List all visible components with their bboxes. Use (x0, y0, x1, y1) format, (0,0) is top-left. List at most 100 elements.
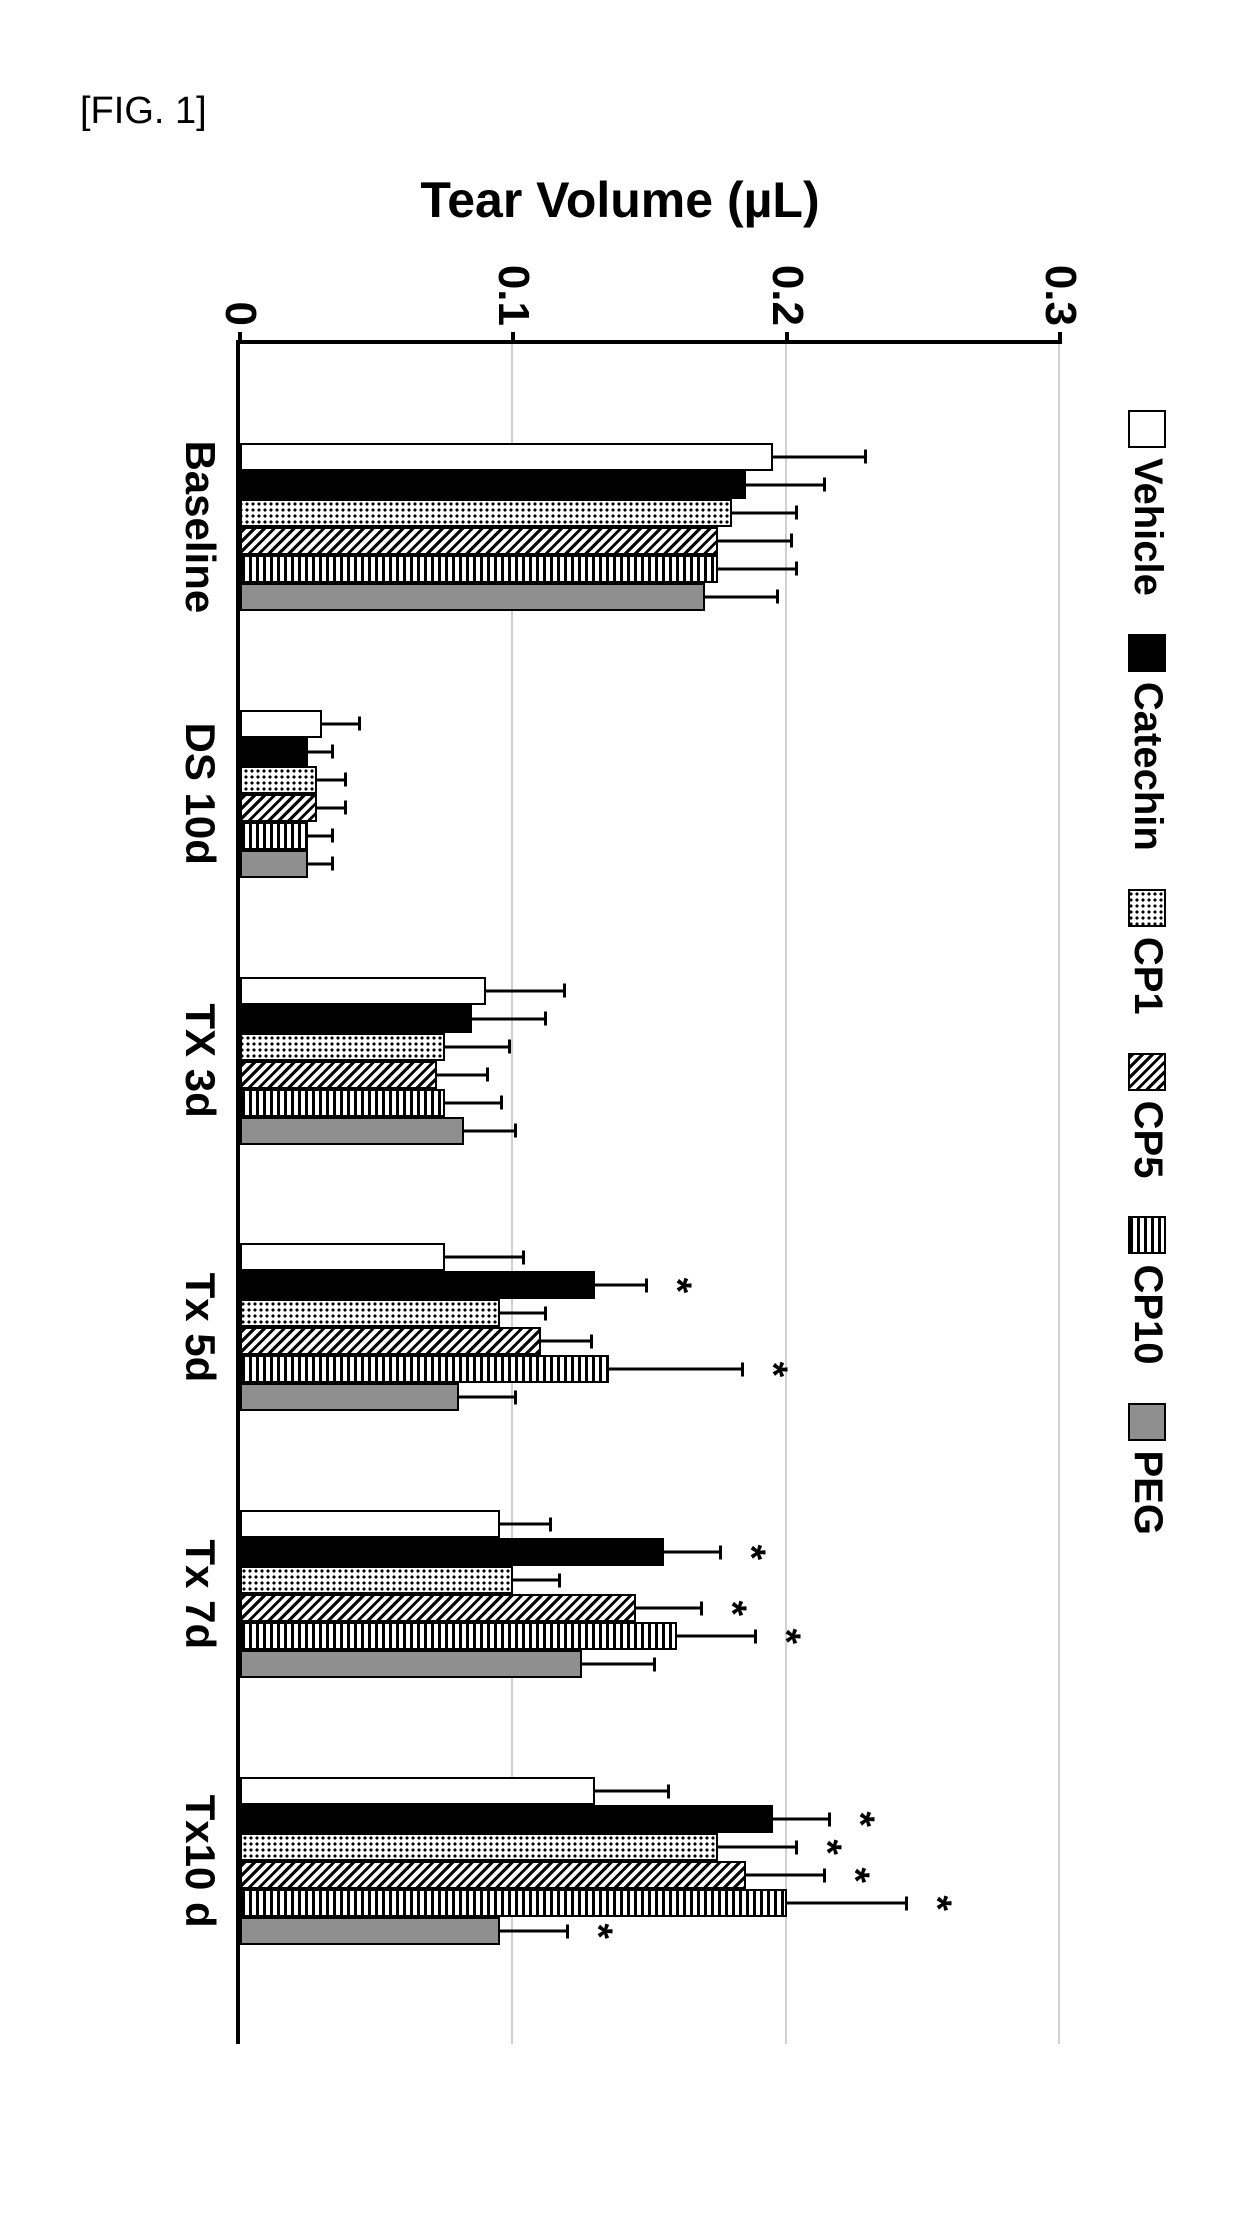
error-bar (498, 1930, 569, 1933)
bar-Catechin (240, 738, 308, 766)
x-tick-label: DS 10d (176, 723, 240, 865)
bar-Catechin (240, 1005, 472, 1033)
bar-Vehicle (240, 710, 322, 738)
bar-Catechin: * (240, 1805, 773, 1833)
bar-CP1 (240, 1033, 445, 1061)
bar-group (240, 443, 773, 611)
error-bar (607, 1368, 744, 1371)
bar-CP10 (240, 822, 308, 850)
significance-marker: * (763, 1628, 808, 1644)
bar-PEG (240, 850, 308, 878)
error-bar (498, 1312, 547, 1315)
legend-swatch (1129, 1053, 1167, 1091)
error-bar (675, 1635, 757, 1638)
error-bar (716, 1846, 798, 1849)
legend: Vehicle Catechin CP1 CP5 CP10 PEG (1125, 410, 1170, 1535)
error-bar (771, 1818, 831, 1821)
bar-group (240, 977, 486, 1145)
bar-CP10 (240, 1089, 445, 1117)
bar-Vehicle (240, 1777, 595, 1805)
bar-group: ** (240, 1243, 609, 1411)
error-bar (771, 455, 867, 458)
bar-CP1 (240, 1299, 500, 1327)
legend-label: Vehicle (1125, 458, 1170, 596)
bar-CP5: * (240, 1594, 636, 1622)
legend-item-Catechin: Catechin (1125, 634, 1170, 851)
error-bar (662, 1551, 722, 1554)
error-bar (593, 1284, 648, 1287)
legend-swatch (1129, 1216, 1167, 1254)
significance-marker: * (575, 1923, 620, 1939)
legend-swatch (1129, 1403, 1167, 1441)
bar-PEG (240, 1650, 582, 1678)
error-bar (539, 1340, 594, 1343)
error-bar (785, 1902, 908, 1905)
error-bar (462, 1129, 517, 1132)
error-bar (306, 862, 333, 865)
bar-CP10: * (240, 1622, 677, 1650)
bar-CP1 (240, 499, 732, 527)
error-bar (511, 1579, 560, 1582)
error-bar (306, 750, 333, 753)
error-bar (730, 511, 798, 514)
figure-caption: [FIG. 1] (80, 90, 207, 133)
error-bar (457, 1396, 517, 1399)
error-bar (443, 1256, 525, 1259)
error-bar (744, 1874, 826, 1877)
bar-PEG (240, 583, 705, 611)
error-bar (703, 595, 780, 598)
x-tick-label: Baseline (176, 440, 240, 613)
legend-label: CP10 (1125, 1264, 1170, 1364)
x-tick-label: Tx10 d (176, 1795, 240, 1928)
bar-Vehicle (240, 443, 773, 471)
error-bar (498, 1523, 553, 1526)
legend-item-PEG: PEG (1125, 1403, 1170, 1535)
bar-Catechin: * (240, 1271, 595, 1299)
x-tick-label: Tx 7d (176, 1539, 240, 1649)
bar-CP1 (240, 766, 317, 794)
bar-CP5 (240, 1327, 541, 1355)
bar-chart: Tear Volume (µL) VehicleCatechinCP1CP5CP… (60, 160, 1180, 2120)
bar-CP5 (240, 527, 718, 555)
bar-PEG: * (240, 1917, 500, 1945)
error-bar (435, 1073, 490, 1076)
bar-PEG (240, 1117, 464, 1145)
x-tick-label: TX 3d (176, 1003, 240, 1117)
significance-marker: * (837, 1811, 882, 1827)
bar-CP5 (240, 1061, 437, 1089)
bar-group: *** (240, 1510, 677, 1678)
y-tick-label: 0.2 (762, 265, 812, 344)
significance-marker: * (804, 1839, 849, 1855)
gridline (1058, 344, 1060, 2044)
bar-CP5: * (240, 1861, 746, 1889)
significance-marker: * (750, 1362, 795, 1378)
significance-marker: * (728, 1544, 773, 1560)
legend-swatch (1129, 634, 1167, 672)
error-bar (443, 1045, 511, 1048)
bar-PEG (240, 1383, 459, 1411)
error-bar (716, 539, 793, 542)
significance-marker: * (914, 1895, 959, 1911)
error-bar (744, 483, 826, 486)
chart-rotated-container: Tear Volume (µL) VehicleCatechinCP1CP5CP… (0, 160, 1180, 1280)
error-bar (634, 1607, 702, 1610)
error-bar (320, 722, 361, 725)
error-bar (716, 567, 798, 570)
significance-marker: * (709, 1600, 754, 1616)
error-bar (593, 1790, 670, 1793)
error-bar (315, 778, 348, 781)
legend-swatch (1129, 410, 1167, 448)
legend-item-CP10: CP10 (1125, 1216, 1170, 1364)
legend-item-CP5: CP5 (1125, 1053, 1170, 1179)
bar-group (240, 710, 322, 878)
legend-item-CP1: CP1 (1125, 889, 1170, 1015)
page: [FIG. 1] Tear Volume (µL) VehicleCatechi… (0, 0, 1240, 2239)
bar-CP1 (240, 1566, 513, 1594)
significance-marker: * (654, 1278, 699, 1294)
error-bar (580, 1663, 657, 1666)
bar-CP10: * (240, 1355, 609, 1383)
bar-CP1: * (240, 1833, 718, 1861)
bar-Vehicle (240, 1510, 500, 1538)
legend-label: Catechin (1125, 682, 1170, 851)
error-bar (443, 1101, 503, 1104)
